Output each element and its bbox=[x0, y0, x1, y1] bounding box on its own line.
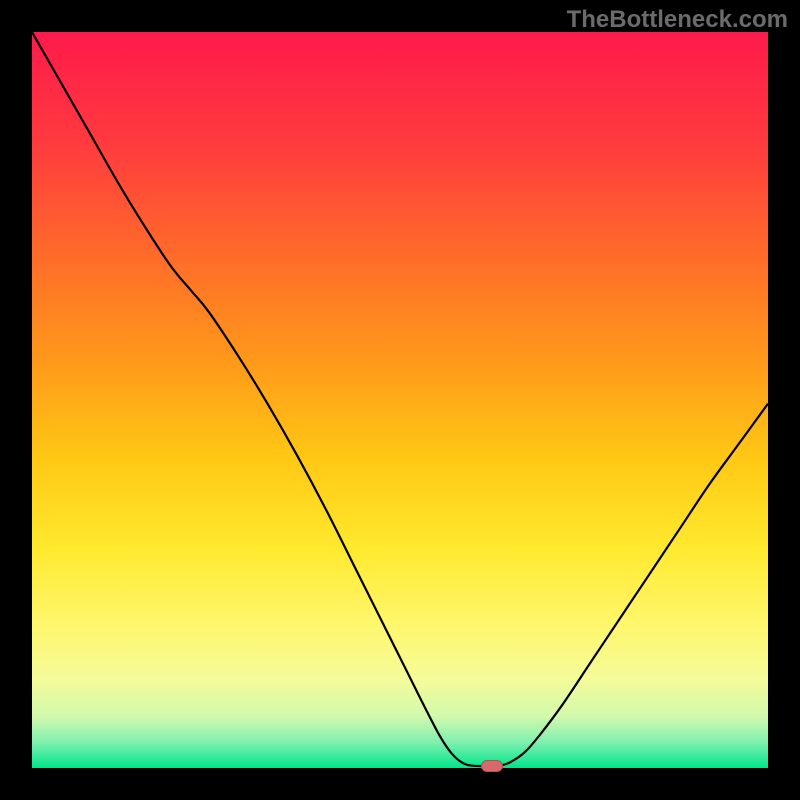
plot-area bbox=[32, 32, 768, 768]
optimum-marker bbox=[481, 760, 503, 772]
watermark-text: TheBottleneck.com bbox=[567, 6, 788, 34]
chart-container: TheBottleneck.com bbox=[0, 0, 800, 800]
bottleneck-curve bbox=[32, 32, 768, 768]
